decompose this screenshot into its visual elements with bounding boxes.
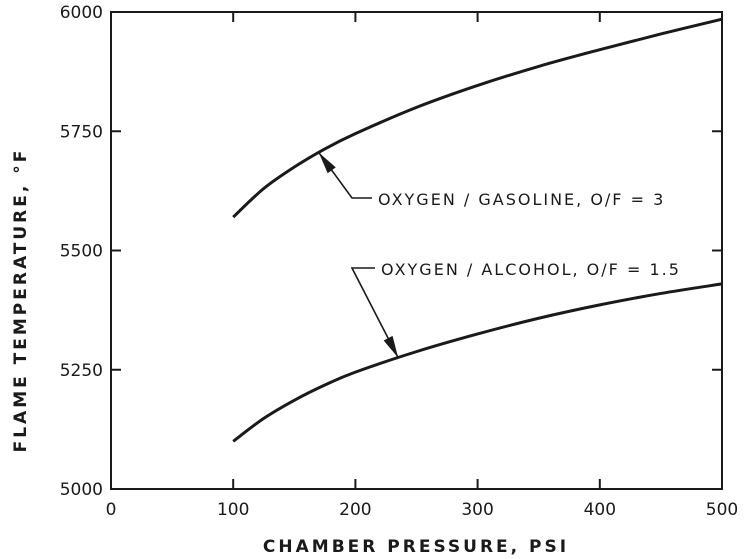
x-tick-label: 0 <box>106 500 117 520</box>
axis-ticks <box>110 11 723 490</box>
annotation-arrowhead <box>383 335 399 358</box>
annotation-arrowhead <box>318 152 336 174</box>
x-axis-title: CHAMBER PRESSURE, PSI <box>263 537 569 557</box>
annotation-leader <box>350 267 399 359</box>
y-tick-labels: 5000 5250 5500 5750 6000 <box>60 3 103 500</box>
x-tick-label: 500 <box>706 500 738 520</box>
annotation-label: OXYGEN / ALCOHOL, O/F = 1.5 <box>381 260 681 279</box>
x-tick-label: 300 <box>461 500 493 520</box>
x-tick-label: 100 <box>217 500 249 520</box>
annotation-label: OXYGEN / GASOLINE, O/F = 3 <box>378 190 665 209</box>
series-line-1 <box>232 282 723 443</box>
series-curves <box>232 17 723 443</box>
y-tick-label: 6000 <box>60 3 103 23</box>
y-tick-label: 5750 <box>60 122 103 142</box>
x-tick-label: 200 <box>339 500 371 520</box>
y-tick-label: 5250 <box>60 361 103 381</box>
annotation-leader <box>318 152 372 199</box>
x-tick-label: 400 <box>584 500 616 520</box>
plot-frame <box>110 11 723 490</box>
x-tick-labels: 0 100 200 300 400 500 <box>106 500 739 520</box>
y-tick-label: 5500 <box>60 242 103 262</box>
y-tick-label: 5000 <box>60 480 103 500</box>
series-line-0 <box>232 17 723 219</box>
y-axis-title: FLAME TEMPERATURE, °F <box>11 148 31 453</box>
annotations: OXYGEN / GASOLINE, O/F = 3 OXYGEN / ALCOH… <box>318 152 681 359</box>
